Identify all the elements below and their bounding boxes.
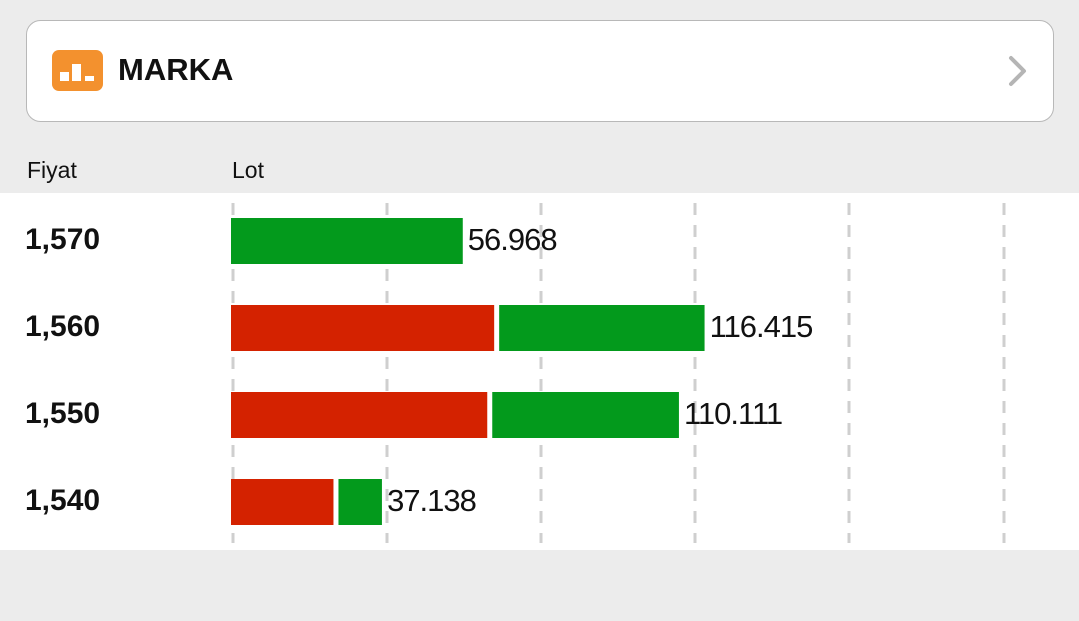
- lot-total: 37.138: [387, 483, 476, 518]
- bar-segment: [499, 305, 705, 351]
- price: 1,540: [25, 484, 100, 517]
- bar-segment: [231, 305, 495, 351]
- column-header: Lot: [232, 157, 265, 183]
- brand-card[interactable]: [26, 20, 1054, 122]
- price: 1,570: [25, 223, 100, 256]
- icon-bar: [85, 76, 94, 81]
- price: 1,560: [25, 310, 100, 343]
- price: 1,550: [25, 397, 100, 430]
- icon-bar: [60, 72, 69, 81]
- brand-title: MARKA: [118, 52, 233, 87]
- chevron: [1009, 56, 1026, 86]
- bar-segment: [231, 218, 463, 264]
- bar-segment: [338, 479, 382, 525]
- bar-segment: [231, 479, 334, 525]
- lot-total: 56.968: [468, 222, 557, 257]
- bar-segment: [231, 392, 488, 438]
- lot-total: 110.111: [684, 396, 782, 431]
- bar-segment: [492, 392, 679, 438]
- column-header: Fiyat: [27, 157, 77, 183]
- icon-bar: [72, 64, 81, 81]
- lot-total: 116.415: [710, 309, 813, 344]
